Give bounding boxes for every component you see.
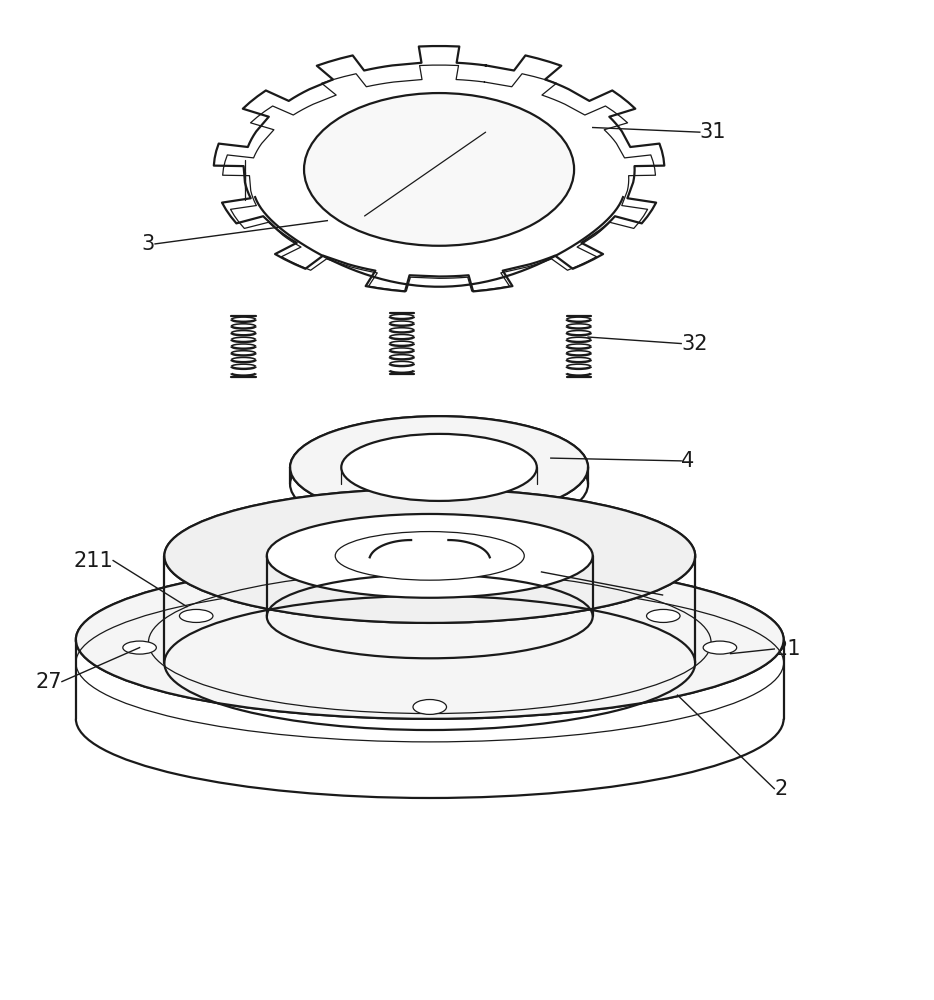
Text: 3: 3 <box>142 234 155 254</box>
Ellipse shape <box>290 416 588 519</box>
Ellipse shape <box>122 641 156 654</box>
Ellipse shape <box>76 561 784 719</box>
Ellipse shape <box>290 416 588 519</box>
Text: 22: 22 <box>226 569 252 589</box>
Ellipse shape <box>703 641 737 654</box>
Text: 32: 32 <box>681 334 708 354</box>
Ellipse shape <box>646 609 680 622</box>
Ellipse shape <box>335 532 524 580</box>
Text: 21: 21 <box>774 639 800 659</box>
Ellipse shape <box>179 609 213 622</box>
Text: 25: 25 <box>662 585 689 605</box>
Ellipse shape <box>413 700 446 714</box>
Text: 27: 27 <box>35 672 62 692</box>
Ellipse shape <box>267 514 593 598</box>
Ellipse shape <box>341 434 537 501</box>
Ellipse shape <box>164 489 695 623</box>
Text: 2: 2 <box>774 779 787 799</box>
Ellipse shape <box>164 489 695 623</box>
Text: 4: 4 <box>681 451 695 471</box>
Ellipse shape <box>304 93 574 246</box>
Text: 31: 31 <box>700 122 727 142</box>
Text: 211: 211 <box>74 551 113 571</box>
Ellipse shape <box>76 561 784 719</box>
Polygon shape <box>214 46 664 291</box>
